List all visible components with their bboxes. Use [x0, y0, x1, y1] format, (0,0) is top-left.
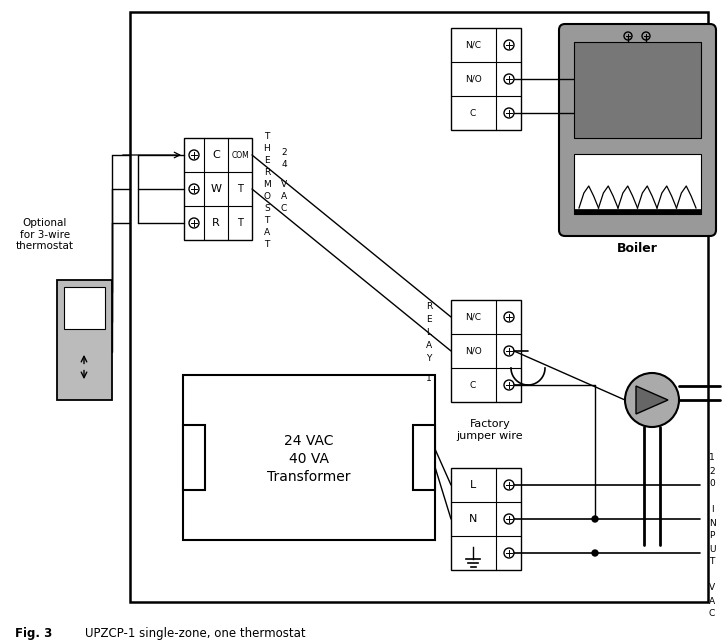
Text: W: W — [210, 184, 221, 194]
Text: N/O: N/O — [464, 346, 481, 355]
Text: R: R — [212, 218, 220, 228]
Text: T: T — [709, 558, 715, 567]
Text: E: E — [426, 314, 432, 323]
Text: COM: COM — [231, 151, 249, 160]
Circle shape — [592, 550, 598, 556]
Text: V: V — [281, 180, 287, 189]
Text: Fig. 3: Fig. 3 — [15, 627, 52, 641]
Text: S: S — [264, 204, 270, 213]
Text: N/O: N/O — [464, 75, 481, 84]
Text: T: T — [237, 218, 243, 228]
Text: 24 VAC: 24 VAC — [284, 434, 333, 448]
Text: Factory
jumper wire: Factory jumper wire — [456, 419, 523, 440]
Text: C: C — [709, 609, 715, 618]
Text: Transformer: Transformer — [267, 470, 351, 484]
Text: A: A — [426, 341, 432, 350]
Text: L: L — [470, 480, 476, 490]
Text: C: C — [212, 150, 220, 160]
Text: I: I — [711, 506, 713, 515]
Text: E: E — [264, 155, 270, 164]
Bar — [413, 425, 435, 490]
Text: Boiler: Boiler — [617, 242, 657, 254]
Text: A: A — [264, 227, 270, 236]
Bar — [451, 468, 521, 570]
Text: V: V — [709, 583, 715, 592]
Text: UPZCP-1 single-zone, one thermostat: UPZCP-1 single-zone, one thermostat — [85, 627, 306, 641]
Text: T: T — [264, 131, 269, 140]
Text: 4: 4 — [281, 160, 287, 169]
Text: A: A — [281, 191, 287, 200]
Bar — [451, 300, 521, 402]
Text: 1: 1 — [709, 453, 715, 462]
Text: 2: 2 — [709, 466, 715, 475]
Bar — [130, 12, 708, 602]
Text: N/C: N/C — [465, 41, 481, 50]
Text: O: O — [264, 191, 271, 200]
Bar — [574, 42, 701, 138]
Text: 1: 1 — [426, 374, 432, 383]
Text: Optional
for 3-wire
thermostat: Optional for 3-wire thermostat — [16, 218, 74, 251]
Text: C: C — [470, 108, 476, 117]
Text: N: N — [469, 514, 477, 524]
Bar — [57, 280, 112, 400]
Text: R: R — [264, 167, 270, 176]
Polygon shape — [636, 386, 668, 414]
FancyBboxPatch shape — [559, 24, 716, 236]
Text: N: N — [708, 518, 716, 527]
Text: L: L — [427, 328, 432, 337]
Text: 2: 2 — [281, 147, 287, 156]
Text: C: C — [470, 381, 476, 390]
Bar — [183, 375, 435, 540]
Bar — [183, 425, 205, 490]
Text: P: P — [709, 531, 715, 540]
Text: T: T — [237, 184, 243, 194]
Bar — [451, 28, 521, 130]
Text: 0: 0 — [709, 480, 715, 489]
Text: 40 VA: 40 VA — [289, 452, 329, 466]
Bar — [574, 209, 701, 214]
Text: A: A — [709, 596, 715, 605]
Bar — [64, 287, 105, 329]
Circle shape — [625, 373, 679, 427]
Text: T: T — [264, 240, 269, 249]
Text: U: U — [709, 544, 715, 553]
Text: N/C: N/C — [465, 312, 481, 321]
Circle shape — [592, 516, 598, 522]
Text: T: T — [264, 216, 269, 225]
Bar — [184, 138, 252, 240]
Text: R: R — [426, 301, 432, 310]
Text: H: H — [264, 144, 270, 153]
Text: M: M — [263, 180, 271, 189]
Text: C: C — [281, 204, 287, 213]
Bar — [574, 154, 701, 214]
Text: Y: Y — [427, 354, 432, 363]
